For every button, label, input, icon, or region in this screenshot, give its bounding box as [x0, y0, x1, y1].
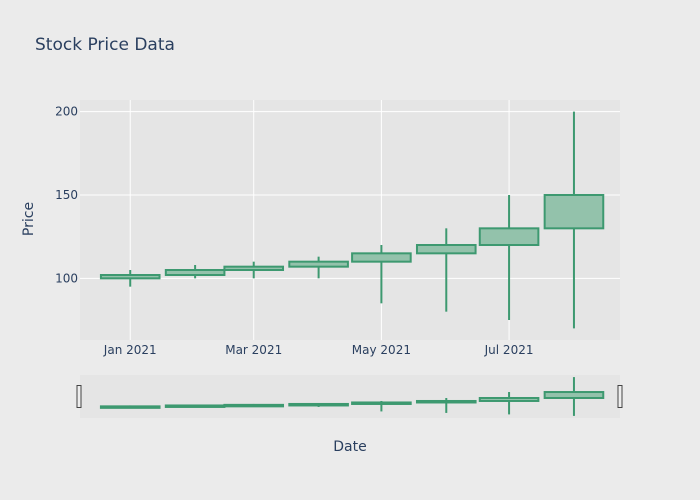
- y-axis-title: Price: [21, 202, 37, 236]
- slider-candle-body: [288, 402, 349, 407]
- y-tick-label: 150: [55, 188, 78, 202]
- y-tick-label: 200: [55, 105, 78, 119]
- slider-candle-body: [164, 404, 226, 408]
- candle-body: [478, 227, 540, 246]
- x-tick-label: Mar 2021: [225, 343, 282, 357]
- y-tick-label: 100: [55, 271, 78, 285]
- x-tick-label: Jan 2021: [103, 343, 157, 357]
- slider-candle-body: [478, 396, 540, 402]
- plot-area: 100 150 200 Jan 2021 Mar 2021 May 2021 Jul 202…: [55, 100, 623, 418]
- plot-background: [80, 100, 620, 340]
- chart-title: Stock Price Data: [35, 35, 175, 55]
- range-slider-right-handle[interactable]: [617, 385, 623, 408]
- range-slider-background[interactable]: [80, 375, 620, 418]
- x-axis-title: Date: [333, 439, 366, 455]
- candle-body: [543, 194, 605, 230]
- candle-body: [164, 269, 226, 276]
- x-tick-label: May 2021: [352, 343, 411, 357]
- range-slider-left-handle[interactable]: [76, 385, 82, 408]
- slider-candle-body: [99, 405, 161, 409]
- slider-candle-body: [543, 391, 605, 399]
- slider-candle-body: [223, 403, 285, 408]
- slider-candle-body: [415, 399, 477, 404]
- candle-body: [99, 274, 161, 280]
- candle-body: [351, 252, 412, 263]
- candle-body: [288, 260, 349, 268]
- candle-body: [415, 244, 477, 255]
- candle-body: [223, 265, 285, 271]
- x-tick-label: Jul 2021: [484, 343, 534, 357]
- slider-candle-body: [351, 401, 412, 405]
